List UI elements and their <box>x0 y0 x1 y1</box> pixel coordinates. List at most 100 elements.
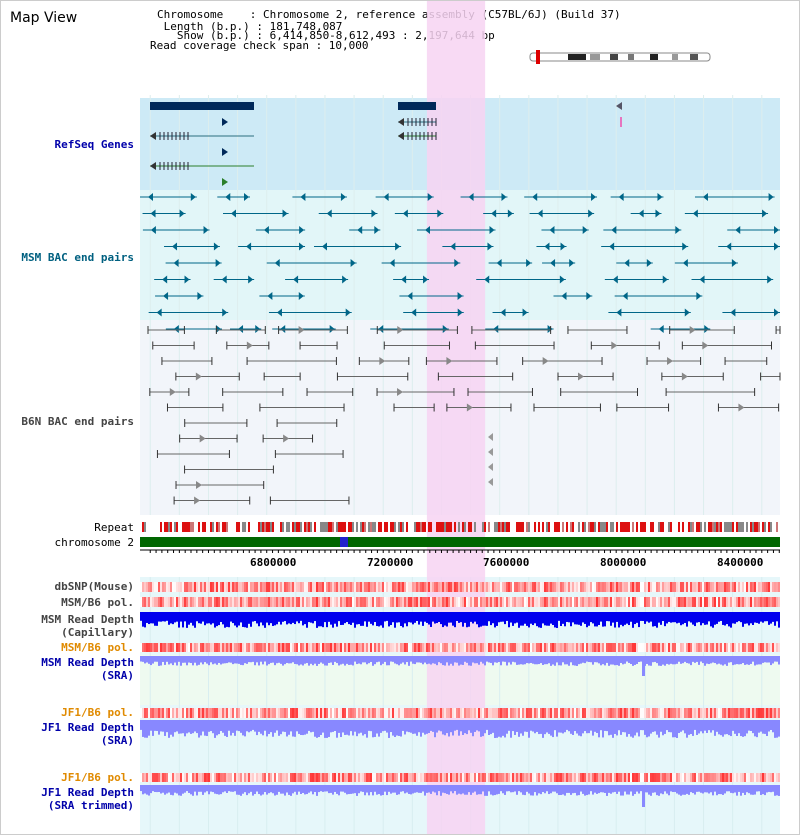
jf1-b6-pol-strip <box>228 708 230 718</box>
jf1-depth-trim-bar <box>246 785 248 796</box>
jf1-b6-pol-strip <box>378 708 380 718</box>
jf1-b6-pol-strip <box>716 708 718 718</box>
msm-b6-pol-strip-2 <box>212 643 214 652</box>
jf1-depth-sra-bar <box>234 720 236 736</box>
jf1-b6-pol-strip <box>166 708 168 718</box>
axis-tick-label: 7600000 <box>483 556 530 569</box>
msm-b6-pol-strip <box>570 597 572 607</box>
jf1-b6-pol-strip <box>404 708 406 718</box>
jf1-depth-sra-bar <box>164 720 166 736</box>
dbsnp-strip <box>226 582 228 592</box>
repeat-mark <box>688 522 690 532</box>
repeat-mark <box>640 522 642 532</box>
jf1-depth-trim-bar <box>528 785 530 794</box>
jf1-b6-pol-strip-2 <box>732 773 734 782</box>
dbsnp-strip <box>250 582 252 592</box>
msm-depth-sra-bar <box>596 656 598 663</box>
msm-depth-sra-bar <box>332 656 334 665</box>
jf1-b6-pol-strip-2 <box>368 773 370 782</box>
msm-depth-cap-bar <box>334 612 336 624</box>
jf1-b6-pol-strip <box>496 708 498 718</box>
msm-depth-cap-bar <box>386 612 388 621</box>
dbsnp-strip <box>206 582 208 592</box>
jf1-b6-pol-strip-2 <box>362 773 364 782</box>
msm-depth-cap-bar <box>152 612 154 624</box>
msm-bac-end <box>692 209 698 218</box>
msm-b6-pol-strip-2 <box>152 643 154 652</box>
jf1-depth-trim-bar <box>214 785 216 794</box>
msm-b6-pol-strip-2 <box>358 643 360 652</box>
msm-b6-pol-strip <box>492 597 494 607</box>
jf1-b6-pol-strip-2 <box>636 773 638 782</box>
jf1-b6-pol-strip-2 <box>430 773 432 782</box>
jf1-depth-sra-bar <box>730 720 732 737</box>
msm-bac-end <box>342 275 348 284</box>
dbsnp-strip <box>404 582 406 592</box>
jf1-depth-trim-bar <box>220 785 222 795</box>
dbsnp-strip <box>748 582 750 592</box>
jf1-depth-sra-bar <box>714 720 716 736</box>
jf1-b6-pol-strip-2 <box>212 773 214 782</box>
dbsnp-strip <box>530 582 532 592</box>
msm-depth-cap-bar <box>484 612 486 626</box>
jf1-depth-sra-bar <box>424 720 426 735</box>
jf1-b6-pol-strip-2 <box>722 773 724 782</box>
dbsnp-strip <box>744 582 746 592</box>
msm-bac-end <box>238 325 244 333</box>
jf1-depth-trim-bar <box>504 785 506 795</box>
dbsnp-strip <box>642 582 644 592</box>
repeat-mark <box>386 522 388 532</box>
repeat-mark <box>554 522 556 532</box>
dbsnp-strip <box>462 582 464 592</box>
msm-b6-pol-strip-2 <box>330 643 332 652</box>
jf1-depth-trim-bar <box>538 785 540 794</box>
dbsnp-strip <box>470 582 472 592</box>
msm-b6-pol-strip <box>538 597 540 607</box>
msm-b6-pol-strip <box>564 597 566 607</box>
msm-depth-sra-bar <box>652 656 654 663</box>
msm-b6-pol-strip-2 <box>366 643 368 652</box>
msm-b6-pol-strip-2 <box>776 643 778 652</box>
jf1-b6-pol-strip-2 <box>522 773 524 782</box>
jf1-depth-trim-bar <box>730 785 732 793</box>
jf1-b6-pol-strip <box>568 708 570 718</box>
jf1-depth-trim-bar <box>746 785 748 793</box>
msm-b6-pol-strip <box>756 597 758 607</box>
dbsnp-strip <box>168 582 170 592</box>
gene-arrow <box>150 132 156 140</box>
msm-depth-cap-bar <box>356 612 358 625</box>
dbsnp-strip <box>732 582 734 592</box>
jf1-depth-trim-bar <box>302 785 304 793</box>
repeat-mark <box>562 522 564 532</box>
dbsnp-strip <box>380 582 382 592</box>
jf1-b6-pol-strip-2 <box>512 773 514 782</box>
jf1-depth-trim-bar <box>700 785 702 793</box>
jf1-depth-trim-bar <box>224 785 226 792</box>
msm-depth-cap-bar <box>316 612 318 628</box>
dbsnp-strip <box>180 582 182 592</box>
dbsnp-strip <box>254 582 256 592</box>
repeat-mark <box>558 522 560 532</box>
repeat-mark <box>374 522 376 532</box>
jf1-depth-sra-bar <box>450 720 452 733</box>
msm-bac-end <box>345 308 351 317</box>
jf1-depth-sra-bar <box>652 720 654 732</box>
jf1-b6-pol-strip <box>488 708 490 718</box>
jf1-depth-sra-bar <box>332 720 334 732</box>
jf1-b6-pol-strip <box>462 708 464 718</box>
msm-b6-pol-strip <box>624 597 626 607</box>
msm-depth-sra-bar <box>168 656 170 665</box>
msm-b6-pol-strip <box>574 597 576 607</box>
msm-depth-cap-bar <box>346 612 348 623</box>
repeat-mark <box>764 522 766 532</box>
msm-b6-pol-strip <box>276 597 278 607</box>
msm-b6-pol-strip-2 <box>432 643 434 652</box>
b6n-bac-marker <box>196 481 203 489</box>
msm-depth-sra-bar <box>240 656 242 665</box>
dbsnp-strip <box>326 582 328 592</box>
jf1-b6-pol-strip <box>562 708 564 718</box>
msm-b6-pol-strip <box>776 597 778 607</box>
msm-bac-end <box>655 209 661 218</box>
jf1-depth-trim-bar <box>618 785 620 792</box>
